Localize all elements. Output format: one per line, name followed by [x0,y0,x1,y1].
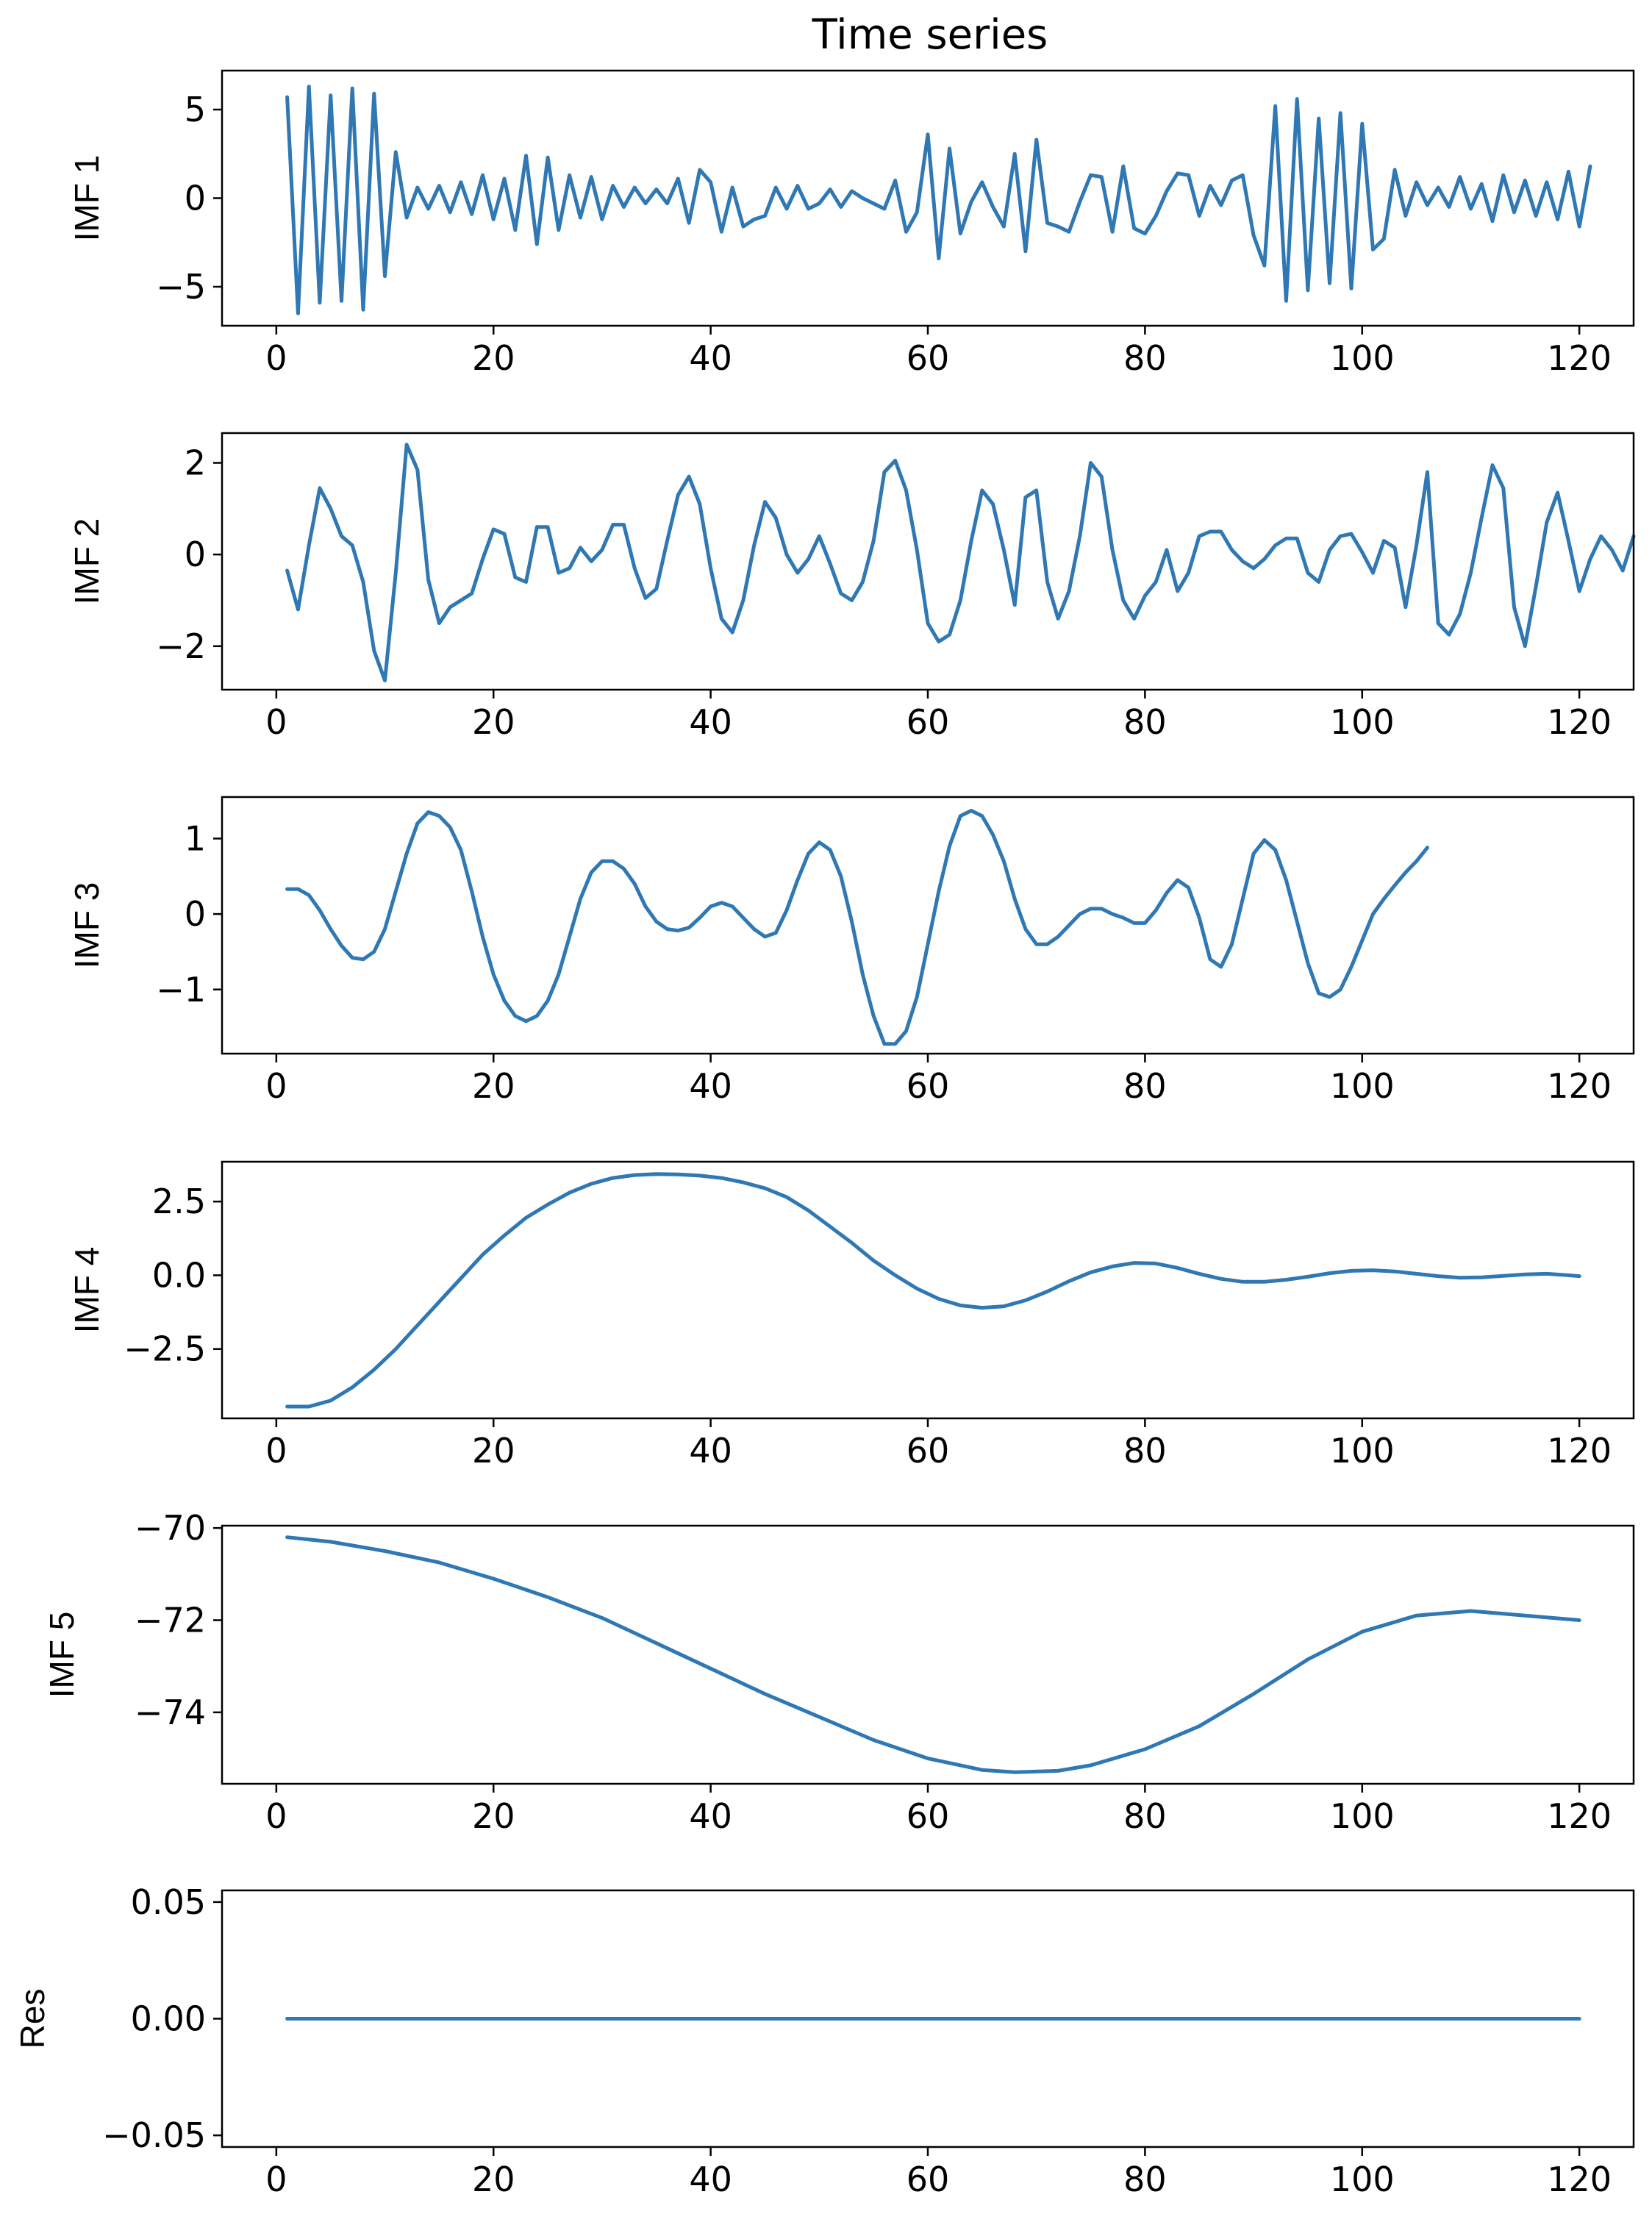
x-tick-label: 60 [907,1431,950,1471]
x-tick-label: 20 [472,702,515,742]
series-line [285,85,1592,315]
y-tick-label: −70 [135,1508,206,1548]
y-axis-label: Res [13,1989,51,2049]
y-tick-label: −5 [156,267,206,307]
y-tick-label: −72 [135,1600,206,1640]
x-tick-label: 100 [1330,2160,1395,2199]
x-tick-label: 20 [472,338,515,378]
panel-imf-1: 0 20 40 60 80 100 120 5 0 −5 IMF 1 [68,69,1635,378]
y-tick-label: 0 [185,179,206,218]
y-tick-label: −2 [156,626,206,666]
plot-frame [221,1160,1635,1420]
x-tick-label: 20 [472,2160,515,2199]
plot-frame [221,432,1635,691]
plot-frame [221,1524,1635,1785]
x-tick-label: 120 [1547,1431,1612,1471]
y-tick-label: 0.00 [131,1999,206,2039]
y-tick-label: 0 [185,535,206,574]
x-tick-label: 100 [1330,1431,1395,1471]
y-tick-label: 2 [185,443,206,483]
x-tick-label: 40 [689,1796,732,1836]
x-tick-label: 40 [689,338,732,378]
x-tick-label: 80 [1123,338,1167,378]
x-tick-label: 60 [907,1796,950,1836]
y-axis-label: IMF 3 [68,882,106,969]
panel-imf-3: 0 20 40 60 80 100 120 1 0 −1 IMF 3 [68,796,1635,1106]
figure-title: Time series [812,11,1048,59]
x-tick-label: 120 [1547,702,1612,742]
x-tick-label: 60 [907,2160,950,2199]
x-tick-label: 0 [265,702,287,742]
x-tick-label: 40 [689,702,732,742]
series-line [285,1172,1581,1409]
y-tick-label: 2.5 [152,1182,206,1221]
x-tick-label: 0 [265,1066,287,1106]
x-tick-label: 120 [1547,338,1612,378]
x-tick-label: 40 [689,1066,732,1106]
x-tick-label: 20 [472,1431,515,1471]
y-tick-label: 5 [185,90,206,129]
y-axis-label: IMF 1 [68,155,106,242]
y-tick-label: 0.0 [152,1255,206,1295]
x-tick-label: 20 [472,1796,515,1836]
panel-imf-6: 0 20 40 60 80 100 120 0.05 0.00 −0.05 Res [13,1882,1635,2199]
x-tick-label: 80 [1123,1431,1167,1471]
x-tick-label: 80 [1123,1796,1167,1836]
x-tick-label: 80 [1123,2160,1167,2199]
x-tick-label: 60 [907,1066,950,1106]
y-tick-label: −0.05 [102,2115,206,2155]
y-axis-label: IMF 2 [68,518,106,605]
x-tick-label: 60 [907,702,950,742]
panel-imf-5: 0 20 40 60 80 100 120 −70 −72 −74 IMF 5 [43,1508,1635,1836]
y-tick-label: 1 [185,818,206,858]
panel-imf-4: 0 20 40 60 80 100 120 2.5 0.0 −2.5 IMF 4 [68,1160,1635,1471]
x-tick-label: 40 [689,2160,732,2199]
x-tick-label: 80 [1123,1066,1167,1106]
x-tick-label: 80 [1123,702,1167,742]
y-tick-label: −1 [156,970,206,1010]
x-tick-label: 0 [265,1796,287,1836]
x-tick-label: 120 [1547,1066,1612,1106]
plot-frame [221,796,1635,1055]
x-tick-label: 100 [1330,1066,1395,1106]
x-tick-label: 60 [907,338,950,378]
x-tick-label: 100 [1330,702,1395,742]
series-line [285,443,1636,682]
series-line [285,1535,1581,1774]
x-tick-label: 0 [265,1431,287,1471]
x-tick-label: 100 [1330,1796,1395,1836]
y-tick-label: 0 [185,894,206,934]
y-axis-label: IMF 4 [68,1247,106,1334]
y-tick-label: 0.05 [131,1882,206,1922]
x-tick-label: 0 [265,338,287,378]
x-tick-label: 40 [689,1431,732,1471]
y-tick-label: −2.5 [124,1329,206,1369]
x-tick-label: 20 [472,1066,515,1106]
x-tick-label: 120 [1547,2160,1612,2199]
x-tick-label: 0 [265,2160,287,2199]
x-tick-label: 120 [1547,1796,1612,1836]
x-tick-label: 100 [1330,338,1395,378]
series-line [285,809,1429,1046]
y-axis-label: IMF 5 [43,1612,81,1698]
y-tick-label: −74 [135,1693,206,1732]
